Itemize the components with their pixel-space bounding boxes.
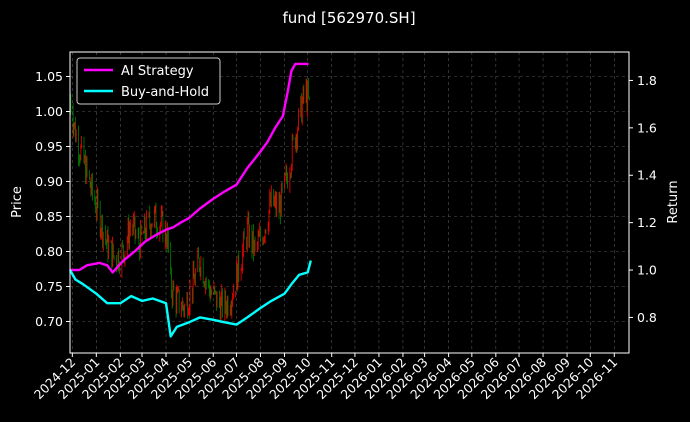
y-axis-label: Price — [10, 186, 25, 218]
right-y-axis: 0.8 1.0 1.2 1.4 1.6 1.8 — [629, 73, 657, 325]
x-axis: 2024-122025-012025-022025-032025-042025-… — [31, 353, 620, 402]
buy-and-hold-line — [68, 260, 312, 338]
y2-tick-label: 1.2 — [637, 215, 657, 230]
y2-axis-label: Return — [666, 180, 681, 223]
y-tick-label: 1.05 — [35, 69, 63, 84]
y-tick-label: 0.75 — [35, 279, 63, 294]
y2-tick-label: 1.0 — [637, 263, 657, 278]
y-tick-label: 0.70 — [35, 314, 63, 329]
y-tick-label: 0.95 — [35, 139, 63, 154]
left-y-axis: 0.70 0.75 0.80 0.85 0.90 0.95 1.00 1.05 — [35, 69, 70, 329]
y2-tick-label: 1.8 — [637, 73, 657, 88]
legend-bh-label: Buy-and-Hold — [121, 85, 209, 100]
y-tick-label: 0.80 — [35, 244, 63, 259]
grid — [70, 52, 629, 353]
y-tick-label: 1.00 — [35, 104, 63, 119]
y2-tick-label: 1.4 — [637, 168, 657, 183]
y2-tick-label: 1.6 — [637, 120, 657, 135]
y-tick-label: 0.90 — [35, 174, 63, 189]
plot-frame — [69, 51, 630, 354]
y2-tick-label: 0.8 — [637, 310, 657, 325]
ai-strategy-line — [70, 62, 309, 274]
price-candles — [69, 78, 310, 323]
legend: AI Strategy Buy-and-Hold — [76, 57, 221, 105]
y-tick-label: 0.85 — [35, 209, 63, 224]
chart-title: fund [562970.SH] — [282, 9, 415, 27]
legend-ai-label: AI Strategy — [121, 64, 194, 79]
series-lines — [68, 62, 312, 338]
